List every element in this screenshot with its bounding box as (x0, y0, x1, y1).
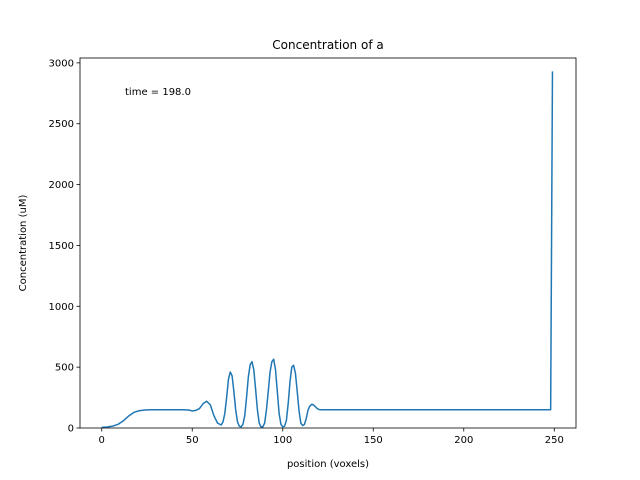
y-axis-label: Concentration (uM) (18, 195, 29, 292)
chart-title: Concentration of a (272, 38, 383, 52)
x-tick-label: 250 (545, 435, 564, 446)
y-tick-label: 2500 (49, 119, 74, 130)
x-tick-label: 0 (99, 435, 105, 446)
x-axis-ticks: 0 50 100 150 200 250 (99, 428, 564, 446)
time-annotation: time = 198.0 (125, 87, 191, 98)
series-line (101, 71, 554, 429)
y-tick-label: 2000 (49, 180, 74, 191)
x-tick-label: 50 (186, 435, 199, 446)
y-tick-label: 0 (68, 424, 74, 435)
y-tick-label: 500 (55, 363, 74, 374)
y-tick-label: 1000 (49, 302, 74, 313)
y-tick-label: 1500 (49, 241, 74, 252)
x-axis-label: position (voxels) (287, 459, 369, 470)
x-tick-label: 150 (364, 435, 383, 446)
y-axis-ticks: 0 500 1000 1500 2000 2500 3000 (49, 58, 80, 435)
plot-frame (79, 57, 577, 429)
x-tick-label: 100 (273, 435, 292, 446)
x-tick-label: 200 (454, 435, 473, 446)
y-tick-label: 3000 (49, 58, 74, 69)
